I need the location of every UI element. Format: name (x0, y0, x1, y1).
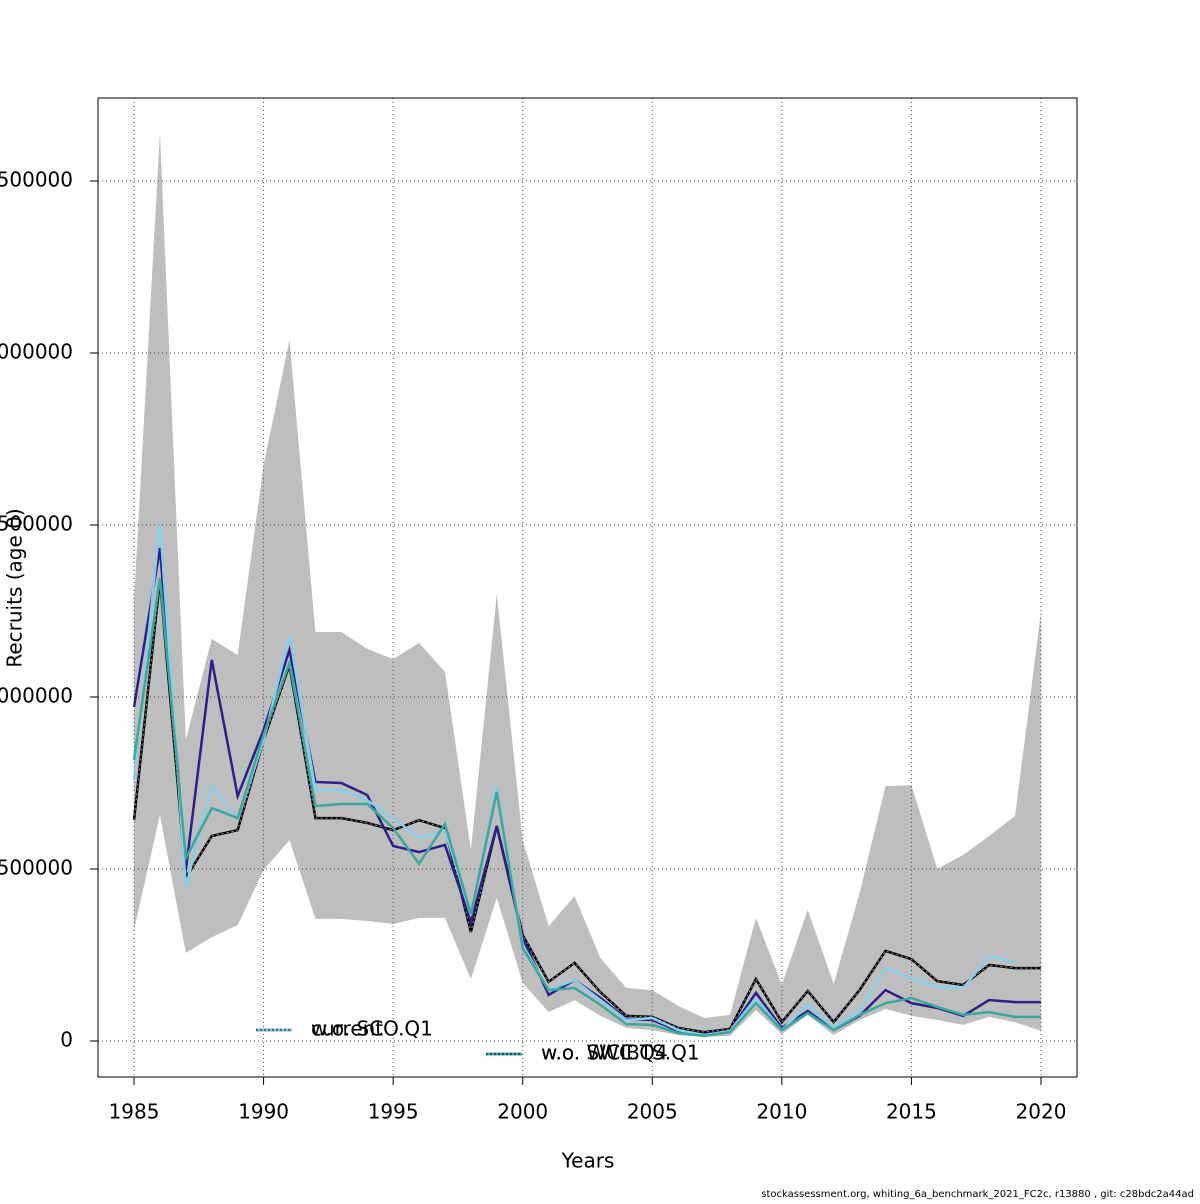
y-tick-label: 1500000 (0, 512, 73, 536)
footer: stockassessment.org, whiting_6a_benchmar… (761, 1189, 1194, 1200)
series-line (132, 521, 1016, 1037)
x-tick-label: 2000 (497, 1100, 548, 1124)
y-tick-label: 2000000 (0, 340, 73, 364)
series-line (132, 577, 1041, 1038)
legend-label: w.o. WCIBTS.Q1 (541, 1041, 700, 1065)
x-tick-label: 1990 (238, 1100, 289, 1124)
legend-label: w.o. SWC.Q4 (541, 1041, 668, 1065)
x-tick-label: 2010 (756, 1100, 807, 1124)
x-tick-label: 1995 (368, 1100, 419, 1124)
y-tick-label: 1000000 (0, 684, 73, 708)
plot-frame (97, 97, 1078, 1078)
x-tick-label: 2005 (627, 1100, 678, 1124)
y-tick-label: 500000 (0, 856, 73, 880)
x-tick-label: 2015 (886, 1100, 937, 1124)
y-tick-label: 0 (60, 1028, 73, 1052)
y-axis-label: Recruits (age 0) (3, 508, 27, 667)
legend-label: w.o. SCO.Q1 (311, 1017, 433, 1041)
x-axis-label: Years (561, 1149, 615, 1173)
x-tick-label: 2020 (1016, 1100, 1067, 1124)
y-tick-label: 2500000 (0, 167, 73, 191)
confidence-band (134, 132, 1041, 1037)
x-tick-label: 1985 (109, 1100, 160, 1124)
legend-label: current (311, 1017, 383, 1041)
